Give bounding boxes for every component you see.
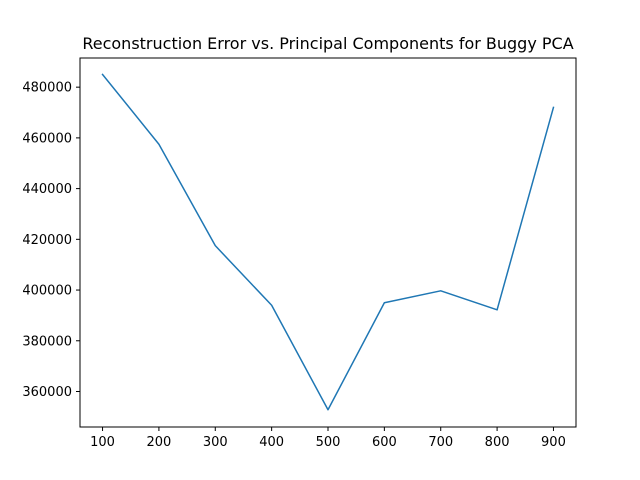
plot-area: 100 200 300 400 500 600 700 800 900 360000 380000 4… <box>22 57 577 450</box>
x-tick-label: 100 <box>90 435 115 450</box>
y-tick-label: 440000 <box>22 182 72 197</box>
y-tick-label: 360000 <box>22 385 72 400</box>
chart-title: Reconstruction Error vs. Principal Compo… <box>82 34 573 53</box>
x-tick-label: 600 <box>372 435 397 450</box>
x-tick-label: 900 <box>541 435 566 450</box>
x-tick-label: 500 <box>316 435 341 450</box>
x-tick-label: 200 <box>146 435 171 450</box>
x-tick-label: 800 <box>485 435 510 450</box>
y-tick-label: 480000 <box>22 81 72 96</box>
y-tick-label: 400000 <box>22 284 72 299</box>
x-tick-label: 700 <box>428 435 453 450</box>
x-tick-label: 300 <box>203 435 228 450</box>
y-tick-label: 380000 <box>22 334 72 349</box>
y-tick-label: 460000 <box>22 131 72 146</box>
x-tick-label: 400 <box>259 435 284 450</box>
y-tick-label: 420000 <box>22 233 72 248</box>
